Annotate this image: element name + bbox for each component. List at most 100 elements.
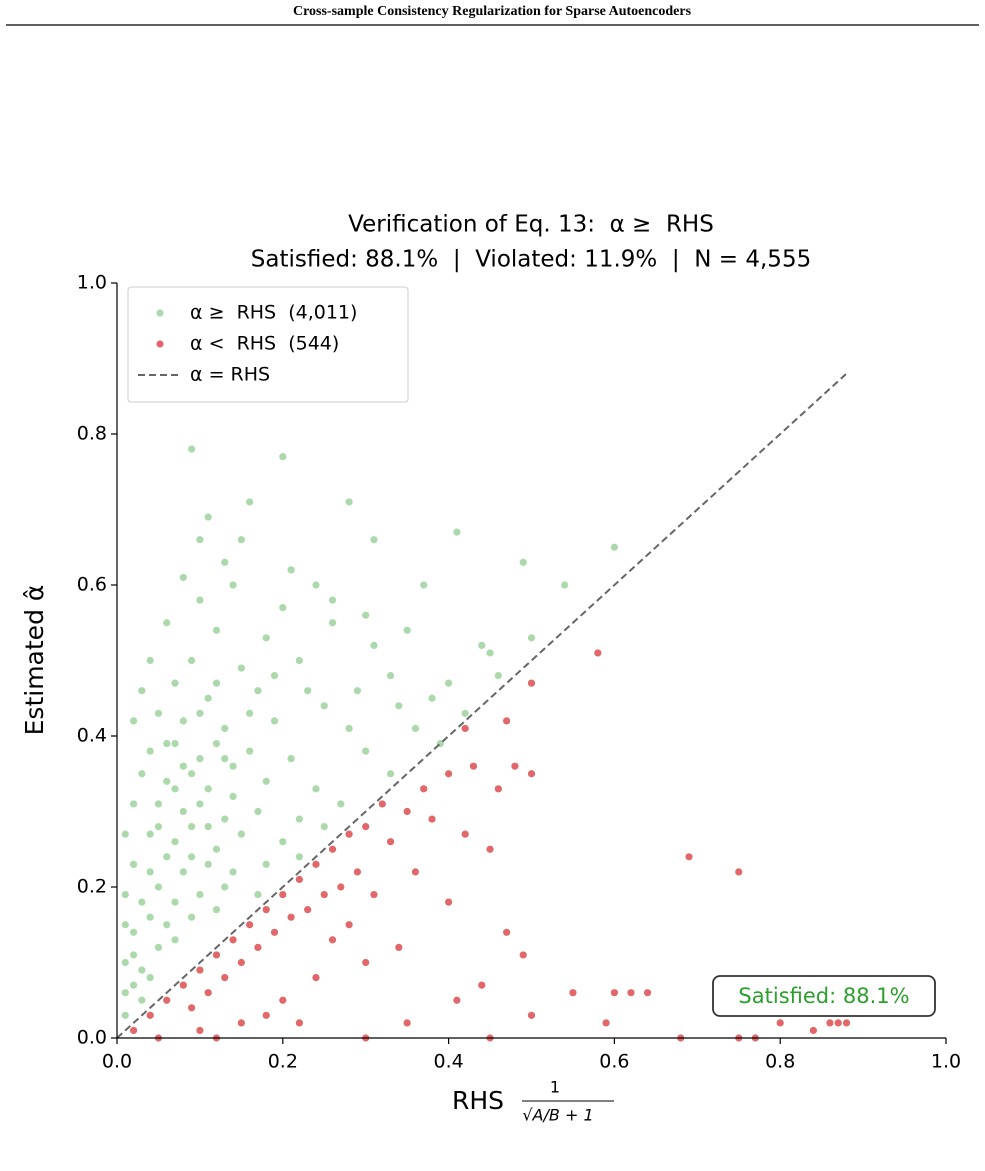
scatter-point: [221, 755, 229, 763]
scatter-point: [643, 989, 652, 997]
scatter-point: [445, 679, 453, 687]
scatter-point: [204, 694, 212, 702]
y-tick-label: 1.0: [77, 272, 107, 294]
legend-marker: [156, 309, 164, 317]
scatter-point: [809, 1026, 817, 1035]
scatter-point: [154, 709, 163, 717]
scatter-point: [345, 921, 353, 929]
scatter-point: [445, 898, 453, 906]
scatter-point: [196, 966, 204, 974]
scatter-point: [527, 634, 536, 642]
scatter-point: [262, 1011, 270, 1019]
scatter-point: [221, 724, 229, 733]
scatter-point: [146, 1011, 154, 1019]
scatter-point: [262, 906, 270, 914]
scatter-point: [229, 581, 237, 589]
scatter-point: [262, 860, 270, 868]
scatter-point: [129, 1026, 138, 1035]
scatter-point: [602, 1019, 610, 1027]
scatter-point: [163, 777, 171, 785]
scatter-point: [179, 868, 187, 876]
scatter-point: [320, 702, 328, 710]
x-axis-label: RHS: [452, 1086, 504, 1115]
scatter-point: [461, 709, 469, 717]
scatter-point: [735, 868, 743, 876]
scatter-point: [328, 936, 337, 944]
scatter-point: [320, 890, 328, 899]
y-tick-label: 0.2: [77, 876, 107, 898]
scatter-point: [486, 649, 494, 657]
scatter-point: [304, 687, 312, 695]
scatter-point: [138, 687, 146, 695]
x-label-denominator: √A/B + 1: [522, 1106, 593, 1125]
scatter-point: [204, 513, 212, 521]
scatter-point: [121, 1011, 129, 1019]
chart-title: Verification of Eq. 13: α ≥ RHS: [348, 212, 714, 238]
scatter-point: [453, 528, 461, 536]
scatter-point: [345, 830, 353, 838]
chart-subtitle: Satisfied: 88.1% | Violated: 11.9% | N =…: [251, 247, 811, 273]
scatter-point: [188, 823, 196, 831]
scatter-point: [304, 906, 312, 914]
scatter-point: [403, 807, 411, 816]
scatter-point: [262, 777, 270, 785]
scatter-point: [295, 815, 303, 823]
scatter-point: [262, 634, 270, 642]
scatter-point: [146, 830, 154, 838]
scatter-point: [478, 641, 486, 650]
scatter-point: [237, 830, 245, 838]
scatter-point: [527, 1011, 536, 1019]
scatter-point: [212, 679, 221, 687]
scatter-point: [212, 951, 221, 959]
scatter-point: [237, 958, 245, 967]
scatter-point: [196, 709, 204, 717]
scatter-point: [121, 890, 129, 899]
scatter-point: [129, 800, 138, 808]
scatter-point: [229, 868, 237, 876]
y-tick-label: 0.6: [77, 574, 107, 596]
scatter-point: [121, 830, 129, 838]
scatter-point: [237, 536, 245, 544]
scatter-point: [362, 823, 370, 831]
scatter-point: [287, 755, 295, 763]
scatter-point: [171, 785, 179, 793]
scatter-point: [221, 558, 229, 566]
scatter-point: [469, 762, 478, 770]
scatter-point: [295, 875, 303, 884]
scatter-point: [270, 928, 279, 936]
scatter-point: [345, 724, 353, 733]
reference-line: [116, 372, 848, 1039]
scatter-point: [395, 943, 403, 952]
scatter-point: [154, 823, 163, 831]
scatter-point: [254, 687, 262, 695]
scatter-point: [370, 890, 378, 899]
scatter-point: [445, 770, 453, 778]
scatter-point: [337, 800, 345, 808]
scatter-point: [328, 596, 337, 604]
scatter-point: [461, 830, 469, 838]
scatter-point: [453, 996, 461, 1004]
x-tick-label: 0.0: [102, 1051, 132, 1073]
scatter-point: [221, 883, 229, 891]
scatter-point: [569, 989, 577, 997]
scatter-point: [138, 996, 146, 1004]
scatter-point: [188, 913, 196, 921]
scatter-point: [179, 573, 187, 582]
scatter-point: [204, 823, 212, 831]
scatter-point: [154, 800, 163, 808]
annotation: Satisfied: 88.1%: [738, 984, 909, 1008]
legend-marker: [156, 340, 164, 348]
y-tick-label: 0.4: [77, 725, 107, 747]
scatter-point: [279, 890, 287, 899]
scatter-point: [188, 656, 196, 665]
scatter-point: [229, 762, 237, 770]
scatter-point: [212, 739, 221, 748]
scatter-point: [411, 724, 420, 733]
scatter-point: [212, 626, 221, 634]
scatter-point: [428, 694, 436, 702]
x-tick-label: 0.4: [433, 1051, 463, 1073]
scatter-point: [279, 604, 287, 612]
scatter-point: [527, 679, 536, 687]
scatter-point: [171, 898, 179, 906]
